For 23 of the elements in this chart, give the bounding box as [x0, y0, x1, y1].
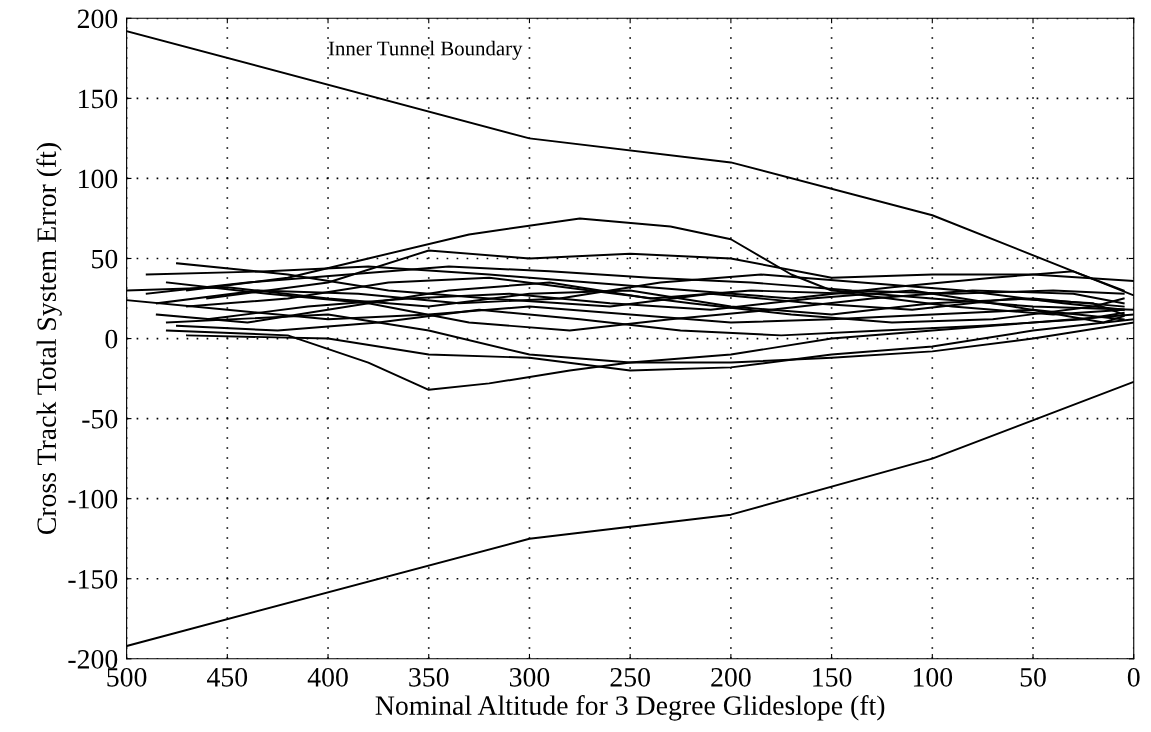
x-tick-label: 50 [1020, 667, 1046, 687]
x-tick-label: 250 [610, 667, 650, 687]
y-tick-label: -50 [82, 409, 118, 429]
y-tick-label: 100 [79, 169, 118, 189]
annotation: Inner Tunnel Boundary [328, 40, 523, 60]
x-tick-label: 150 [813, 667, 852, 687]
x-tick-label: 0 [1127, 667, 1140, 687]
x-tick-label: 200 [711, 667, 751, 687]
y-tick-label: -200 [68, 649, 118, 669]
x-tick-label: 350 [409, 667, 449, 687]
y-tick-label: -100 [68, 489, 118, 509]
x-axis-title: Nominal Altitude for 3 Degree Glideslope (ft) [375, 695, 885, 721]
y-tick-label: 50 [92, 249, 118, 269]
x-tick-label: 100 [913, 667, 953, 687]
x-tick-label: 300 [509, 667, 550, 687]
x-tick-label: 500 [107, 667, 147, 687]
y-tick-label: 150 [79, 89, 118, 109]
y-axis-title: Cross Track Total System Error (ft) [36, 143, 62, 535]
y-tick-label: 0 [105, 329, 118, 349]
x-tick-label: 450 [207, 667, 248, 687]
y-tick-label: 200 [77, 9, 118, 29]
y-tick-label: -150 [68, 569, 118, 589]
x-tick-label: 400 [307, 667, 348, 687]
